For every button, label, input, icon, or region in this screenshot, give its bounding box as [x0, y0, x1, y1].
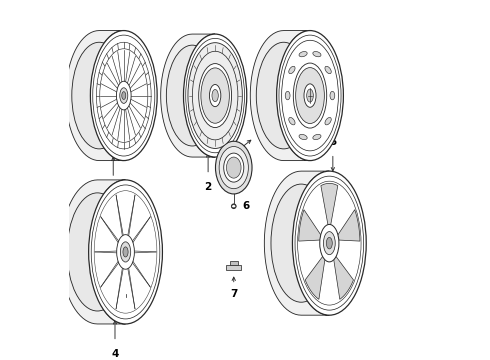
Ellipse shape [326, 237, 332, 249]
Ellipse shape [100, 49, 148, 142]
Text: 6: 6 [243, 201, 250, 211]
Ellipse shape [323, 231, 335, 255]
Ellipse shape [299, 51, 307, 57]
Ellipse shape [285, 91, 290, 100]
Ellipse shape [91, 185, 160, 319]
Ellipse shape [123, 247, 128, 257]
Ellipse shape [256, 42, 311, 149]
Ellipse shape [216, 141, 252, 194]
Ellipse shape [279, 35, 341, 156]
Ellipse shape [93, 35, 155, 156]
Ellipse shape [330, 91, 335, 100]
Ellipse shape [121, 242, 131, 262]
Ellipse shape [67, 193, 128, 311]
Ellipse shape [219, 147, 248, 189]
Polygon shape [265, 171, 329, 315]
Ellipse shape [294, 63, 327, 128]
Ellipse shape [313, 51, 321, 57]
Polygon shape [250, 31, 310, 161]
Ellipse shape [299, 134, 307, 140]
Polygon shape [66, 31, 124, 161]
Text: 7: 7 [230, 289, 238, 299]
Polygon shape [299, 210, 321, 241]
Ellipse shape [117, 235, 134, 269]
Ellipse shape [117, 81, 131, 110]
Text: 4: 4 [111, 348, 119, 359]
Ellipse shape [293, 171, 366, 315]
Ellipse shape [325, 117, 331, 125]
Ellipse shape [289, 66, 295, 74]
Ellipse shape [209, 85, 221, 107]
Ellipse shape [295, 68, 324, 123]
Ellipse shape [212, 89, 218, 102]
Ellipse shape [90, 31, 157, 161]
Ellipse shape [271, 184, 331, 302]
Ellipse shape [325, 66, 331, 74]
Text: 8: 8 [230, 110, 237, 120]
Polygon shape [321, 183, 338, 225]
Bar [229, 261, 238, 265]
Text: 1: 1 [110, 185, 117, 195]
Ellipse shape [72, 42, 126, 149]
Ellipse shape [188, 43, 243, 148]
Ellipse shape [282, 40, 339, 151]
Ellipse shape [89, 180, 162, 324]
Ellipse shape [120, 88, 128, 103]
Ellipse shape [167, 45, 218, 146]
Ellipse shape [226, 157, 241, 178]
Polygon shape [305, 256, 325, 300]
Text: 2: 2 [204, 182, 212, 192]
Ellipse shape [122, 92, 126, 99]
Ellipse shape [231, 203, 237, 209]
Ellipse shape [313, 134, 321, 140]
Ellipse shape [289, 117, 295, 125]
Polygon shape [334, 256, 353, 300]
Ellipse shape [224, 153, 244, 182]
Ellipse shape [232, 205, 236, 208]
Ellipse shape [186, 39, 245, 153]
Polygon shape [61, 180, 125, 324]
Ellipse shape [201, 68, 229, 123]
Bar [226, 265, 242, 270]
Polygon shape [161, 34, 215, 157]
Ellipse shape [193, 51, 238, 140]
Ellipse shape [307, 89, 313, 102]
Ellipse shape [184, 34, 247, 157]
Ellipse shape [277, 31, 343, 161]
Text: 5: 5 [329, 136, 337, 147]
Text: 3: 3 [225, 159, 233, 169]
Polygon shape [338, 210, 360, 241]
Ellipse shape [198, 64, 232, 127]
Ellipse shape [295, 176, 364, 310]
Ellipse shape [320, 224, 339, 262]
Ellipse shape [304, 84, 316, 107]
